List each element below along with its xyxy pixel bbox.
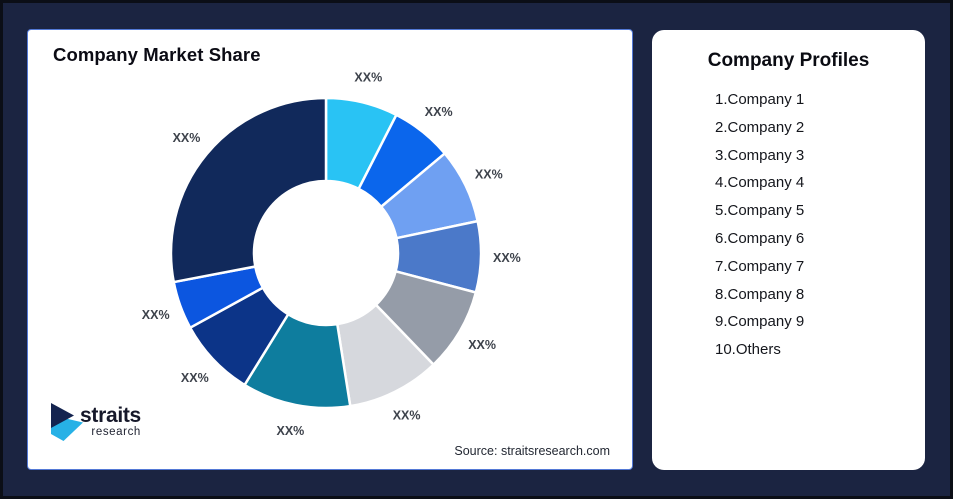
company-profile-item: 8.Company 8 — [715, 285, 805, 303]
segment-value-label: XX% — [493, 251, 521, 265]
company-profiles-card: Company Profiles 1.Company 1 2.Company 2 3… — [652, 30, 925, 470]
segment-value-label: XX% — [425, 105, 453, 119]
segment-value-label: XX% — [142, 308, 170, 322]
segment-value-label: XX% — [475, 167, 503, 181]
company-profile-item: 10.Others — [715, 341, 781, 359]
company-profile-item: 1.Company 1 — [715, 91, 805, 108]
company-profiles-list: 1.Company 1 2.Company 2 3.Company 3 4.Compa… — [652, 89, 925, 367]
chart-title: Company Market Share — [53, 44, 261, 65]
company-profile-item: 6.Company 6 — [715, 229, 805, 247]
straits-research-logo: straits research — [50, 401, 141, 443]
segment-value-label: XX% — [468, 338, 496, 352]
company-profile-item: 4.Company 4 — [715, 174, 805, 192]
segment-value-label: XX% — [393, 409, 421, 423]
segment-value-label: XX% — [173, 131, 201, 145]
segment-value-label: XX% — [181, 371, 209, 385]
donut-segment-others — [169, 96, 328, 284]
profiles-title: Company Profiles — [707, 50, 870, 71]
segment-value-label: XX% — [277, 424, 305, 438]
company-profile-item: 9.Company 9 — [715, 313, 805, 331]
logo-text: straits research — [80, 404, 141, 438]
company-profile-item: 2.Company 2 — [715, 118, 805, 136]
logo-subtitle: research — [91, 426, 141, 438]
donut-chart: XX% XX% XX% XX% XX% XX% XX% XX% XX% XX% — [142, 71, 521, 439]
logo-title: straits — [80, 404, 141, 427]
company-profile-item: 7.Company 7 — [715, 257, 805, 275]
company-profile-item: 5.Company 5 — [715, 202, 805, 220]
straits-logo-icon — [51, 403, 83, 441]
source-attribution: Source: straitsresearch.com — [454, 444, 610, 458]
company-profile-item: 3.Company 3 — [715, 146, 805, 164]
segment-value-label: XX% — [354, 71, 382, 85]
market-share-card: Company Market Share XX% XX% XX% XX% XX% XX% X… — [27, 29, 633, 470]
